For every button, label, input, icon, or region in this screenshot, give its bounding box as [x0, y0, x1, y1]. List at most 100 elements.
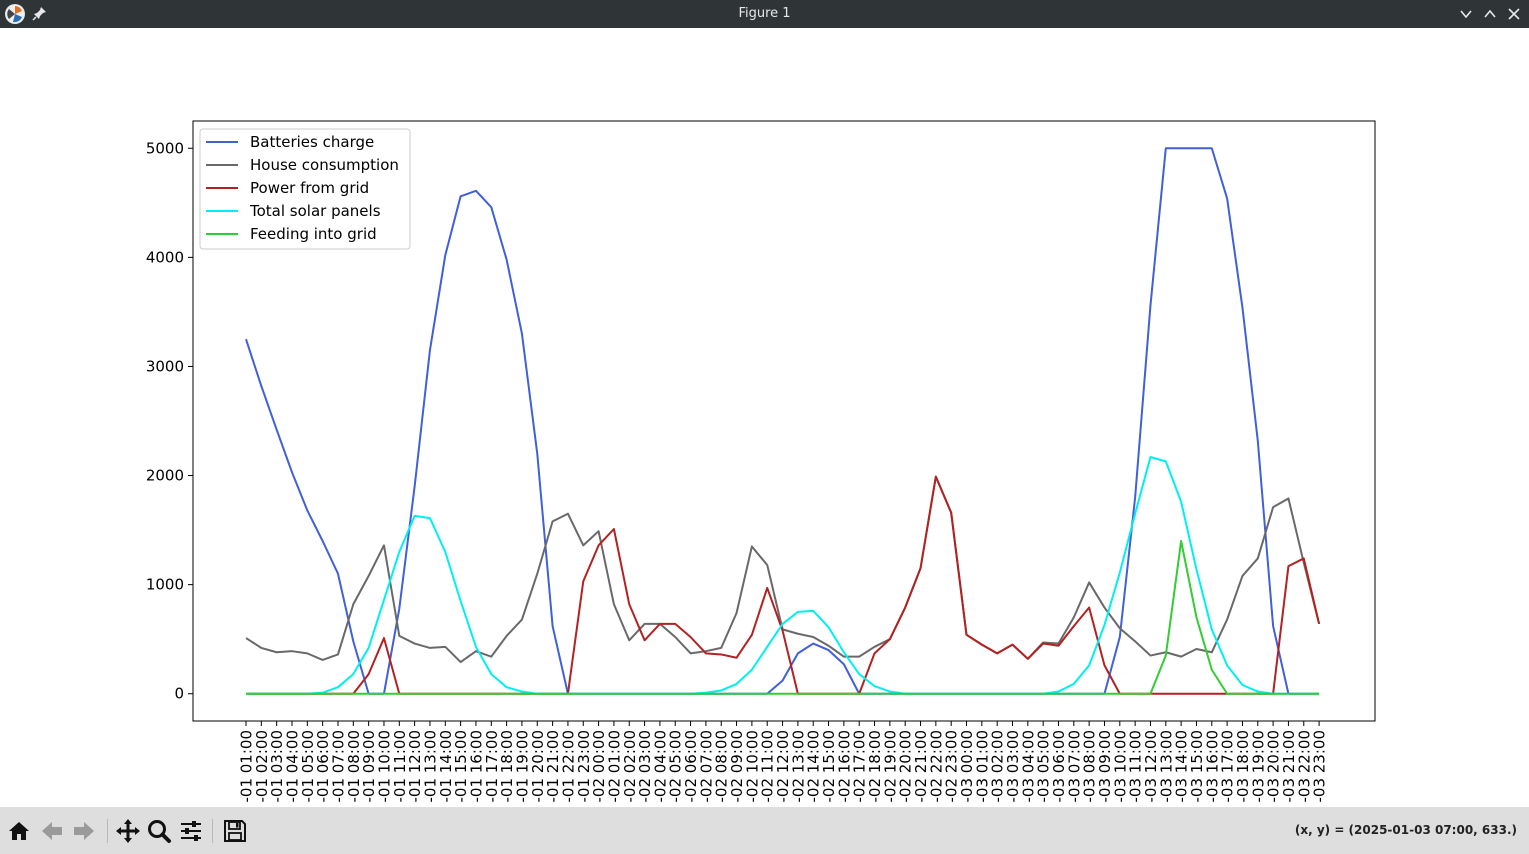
x-tick-label: -01 22:00: [559, 730, 577, 803]
x-tick-label: -03 00:00: [958, 730, 976, 803]
x-tick-label: -02 05:00: [667, 730, 685, 803]
move-icon: [116, 819, 140, 843]
pin-icon[interactable]: [32, 5, 48, 21]
x-tick-label: -03 03:00: [1004, 730, 1022, 803]
arrow-right-icon: [74, 822, 94, 840]
x-tick-label: -02 21:00: [912, 730, 930, 803]
figure-canvas[interactable]: 0 1000 2000 3000 4000 5000 -01 01:00 -01 02:00…: [0, 28, 1529, 807]
x-tick-label: -02 14:00: [805, 730, 823, 803]
x-tick-label: -02 20:00: [897, 730, 915, 803]
x-tick-label: -03 14:00: [1173, 730, 1191, 803]
x-tick-label: -03 10:00: [1111, 730, 1129, 803]
x-tick-label: -02 13:00: [789, 730, 807, 803]
x-tick-label: -02 07:00: [697, 730, 715, 803]
x-tick-label: -03 19:00: [1249, 730, 1267, 803]
legend: Batteries charge House consumption Power f…: [199, 128, 411, 250]
toolbar-separator: [107, 819, 108, 843]
maximize-icon[interactable]: [1482, 6, 1498, 22]
close-icon[interactable]: [1506, 6, 1522, 22]
x-tick-label: -02 22:00: [927, 730, 945, 803]
x-axis: -01 01:00-01 02:00-01 03:00-01 04:00-01 …: [238, 721, 1329, 803]
x-tick-label: -03 04:00: [1019, 730, 1037, 803]
x-tick-label: -01 20:00: [529, 730, 547, 803]
series-line-total-solar-panels: [246, 456, 1320, 695]
x-tick-label: -01 13:00: [421, 730, 439, 803]
configure-subplots-button[interactable]: [177, 817, 205, 845]
legend-label: Feeding into grid: [250, 225, 377, 243]
x-tick-label: -01 04:00: [283, 730, 301, 803]
zoom-button[interactable]: [145, 817, 173, 845]
x-tick-label: -01 06:00: [314, 730, 332, 803]
x-tick-label: -01 15:00: [452, 730, 470, 803]
toolbar-separator: [212, 819, 213, 843]
x-tick-label: -03 02:00: [989, 730, 1007, 803]
series-line-batteries-charge: [245, 147, 1320, 695]
x-tick-label: -02 15:00: [820, 730, 838, 803]
x-tick-label: -03 22:00: [1295, 730, 1313, 803]
x-tick-label: -01 05:00: [299, 730, 317, 803]
x-tick-label: -02 00:00: [590, 730, 608, 803]
home-icon: [9, 822, 29, 840]
y-tick-label: 4000: [146, 248, 184, 266]
cursor-coordinates: (x, y) = (2025-01-03 07:00, 633.): [1294, 823, 1517, 837]
x-tick-label: -03 08:00: [1081, 730, 1099, 803]
x-tick-label: -02 04:00: [651, 730, 669, 803]
legend-label: Power from grid: [250, 179, 369, 197]
forward-button[interactable]: [70, 817, 98, 845]
x-tick-label: -02 16:00: [835, 730, 853, 803]
x-tick-label: -02 03:00: [636, 730, 654, 803]
y-tick-label: 5000: [146, 139, 184, 157]
pan-button[interactable]: [114, 817, 142, 845]
series-layer: [245, 147, 1321, 695]
app-logo-icon: [5, 4, 25, 24]
floppy-disk-icon: [224, 820, 246, 842]
x-tick-label: -01 03:00: [268, 730, 286, 803]
sliders-icon: [181, 821, 201, 841]
x-tick-label: -03 16:00: [1203, 730, 1221, 803]
home-button[interactable]: [5, 817, 33, 845]
x-tick-label: -03 17:00: [1219, 730, 1237, 803]
minimize-icon[interactable]: [1458, 6, 1474, 22]
x-tick-label: -01 17:00: [483, 730, 501, 803]
x-tick-label: -01 21:00: [544, 730, 562, 803]
x-tick-label: -02 19:00: [881, 730, 899, 803]
x-tick-label: -02 18:00: [866, 730, 884, 803]
x-tick-label: -01 01:00: [238, 730, 256, 803]
legend-label: Total solar panels: [249, 202, 381, 220]
x-tick-label: -02 02:00: [621, 730, 639, 803]
y-tick-label: 3000: [146, 357, 184, 375]
x-tick-label: -03 13:00: [1157, 730, 1175, 803]
x-tick-label: -02 08:00: [713, 730, 731, 803]
navigation-toolbar: (x, y) = (2025-01-03 07:00, 633.): [0, 807, 1529, 854]
x-tick-label: -01 10:00: [375, 730, 393, 803]
arrow-left-icon: [42, 822, 62, 840]
x-tick-label: -03 06:00: [1050, 730, 1068, 803]
x-tick-label: -01 08:00: [345, 730, 363, 803]
x-tick-label: -01 16:00: [467, 730, 485, 803]
y-tick-label: 2000: [146, 467, 184, 485]
x-tick-label: -01 12:00: [406, 730, 424, 803]
window-title: Figure 1: [738, 6, 791, 21]
legend-label: House consumption: [250, 156, 399, 174]
x-tick-label: -01 02:00: [253, 730, 271, 803]
x-tick-label: -03 01:00: [973, 730, 991, 803]
x-tick-label: -03 15:00: [1188, 730, 1206, 803]
y-tick-label: 1000: [146, 576, 184, 594]
legend-box: [199, 128, 411, 250]
x-tick-label: -01 19:00: [513, 730, 531, 803]
x-tick-label: -01 14:00: [437, 730, 455, 803]
save-button[interactable]: [221, 817, 249, 845]
magnifier-icon: [148, 820, 171, 843]
x-tick-label: -03 12:00: [1142, 730, 1160, 803]
x-tick-label: -01 23:00: [575, 730, 593, 803]
x-tick-label: -01 07:00: [329, 730, 347, 803]
y-tick-label: 0: [174, 685, 184, 703]
x-tick-label: -01 18:00: [498, 730, 516, 803]
x-tick-label: -03 09:00: [1096, 730, 1114, 803]
x-tick-label: -02 12:00: [774, 730, 792, 803]
x-tick-label: -03 11:00: [1127, 730, 1145, 803]
window-titlebar: Figure 1: [0, 0, 1529, 28]
x-tick-label: -02 11:00: [759, 730, 777, 803]
back-button[interactable]: [38, 817, 66, 845]
line-chart: 0 1000 2000 3000 4000 5000 -01 01:00-01 02:00…: [146, 120, 1376, 803]
